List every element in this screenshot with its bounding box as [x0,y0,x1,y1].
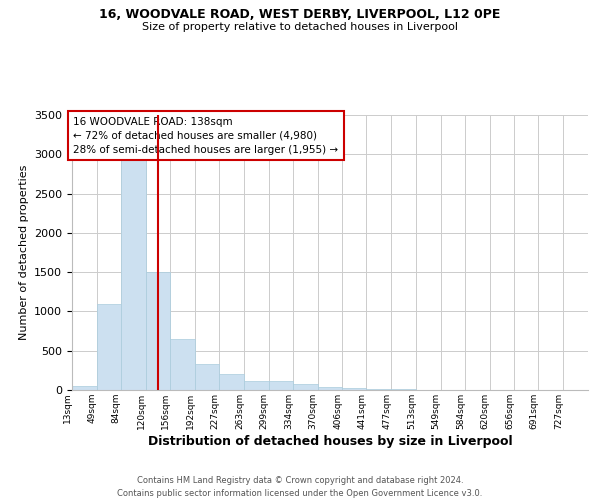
Bar [195,364,219,390]
Bar [146,272,170,390]
Bar [170,339,195,390]
Text: Contains HM Land Registry data © Crown copyright and database right 2024.
Contai: Contains HM Land Registry data © Crown c… [118,476,482,498]
Bar [391,389,416,390]
Bar [72,386,97,390]
Bar [244,382,269,390]
Bar [367,389,391,390]
Bar [343,388,367,390]
Text: 16 WOODVALE ROAD: 138sqm
← 72% of detached houses are smaller (4,980)
28% of sem: 16 WOODVALE ROAD: 138sqm ← 72% of detach… [73,116,338,154]
X-axis label: Distribution of detached houses by size in Liverpool: Distribution of detached houses by size … [148,434,512,448]
Bar [219,374,244,390]
Bar [121,154,146,390]
Text: 16, WOODVALE ROAD, WEST DERBY, LIVERPOOL, L12 0PE: 16, WOODVALE ROAD, WEST DERBY, LIVERPOOL… [100,8,500,20]
Bar [293,384,317,390]
Bar [269,382,293,390]
Y-axis label: Number of detached properties: Number of detached properties [19,165,29,340]
Text: Size of property relative to detached houses in Liverpool: Size of property relative to detached ho… [142,22,458,32]
Bar [317,387,343,390]
Bar [97,304,121,390]
